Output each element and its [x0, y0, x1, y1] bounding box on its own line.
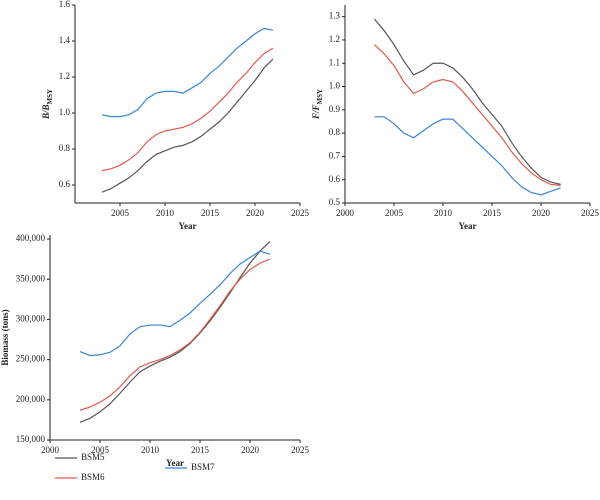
x-tick-label: 2000	[336, 208, 355, 218]
x-tick-label: 2015	[191, 445, 210, 455]
x-tick-label: 2010	[156, 208, 175, 218]
x-tick-label: 2020	[532, 208, 551, 218]
series-line	[79, 258, 271, 411]
y-axis-label: Biomass (tons)	[0, 309, 10, 365]
x-tick-label: 2015	[483, 208, 502, 218]
y-axis-label: F/FMSY	[311, 89, 324, 120]
x-axis-label: Year	[166, 458, 184, 468]
y-tick-label: 200,000	[16, 394, 46, 404]
x-tick-label: 2005	[385, 208, 404, 218]
series-line	[101, 58, 274, 193]
y-axis-label-main: F/F	[311, 105, 321, 121]
x-tick-label: 2010	[141, 445, 160, 455]
y-tick-label: 1.3	[329, 11, 341, 21]
x-tick-label: 2025	[581, 208, 600, 218]
y-axis-label-sub: MSY	[46, 89, 54, 105]
x-axis-label: Year	[459, 221, 477, 231]
legend-label: BSM7	[191, 462, 215, 472]
x-tick-label: 2025	[291, 445, 310, 455]
y-tick-label: 0.9	[329, 104, 341, 114]
y-tick-label: 1.0	[329, 81, 341, 91]
y-tick-label: 0.6	[59, 179, 71, 189]
y-tick-label: 400,000	[16, 233, 46, 243]
series-line	[373, 18, 561, 185]
series-line	[101, 27, 274, 118]
x-tick-label: 2005	[91, 445, 110, 455]
y-tick-label: 1.2	[59, 71, 70, 81]
legend-label: BSM5	[81, 452, 105, 462]
y-axis-label: B/BMSY	[41, 89, 54, 120]
x-tick-label: 2015	[201, 208, 220, 218]
y-tick-label: 0.8	[329, 127, 341, 137]
legend-label: BSM6	[81, 472, 105, 482]
y-axis-label-main: Biomass (tons)	[0, 309, 10, 365]
x-tick-label: 2020	[246, 208, 265, 218]
x-tick-label: 2000	[41, 445, 60, 455]
x-tick-label: 2005	[111, 208, 130, 218]
x-tick-label: 2025	[291, 208, 310, 218]
x-tick-label: 2010	[434, 208, 453, 218]
series-line	[374, 116, 561, 196]
y-tick-label: 1.0	[59, 107, 71, 117]
series-line	[101, 47, 274, 172]
y-tick-label: 0.5	[329, 197, 341, 207]
y-tick-label: 300,000	[16, 313, 46, 323]
y-axis-label-sub: MSY	[316, 89, 324, 105]
y-tick-label: 0.6	[329, 174, 341, 184]
series-line	[79, 240, 271, 423]
y-tick-label: 0.7	[329, 150, 341, 160]
y-tick-label: 1.6	[59, 0, 71, 9]
y-tick-label: 150,000	[16, 434, 46, 444]
y-tick-label: 1.4	[59, 35, 71, 45]
y-tick-label: 350,000	[16, 273, 46, 283]
x-axis-label: Year	[179, 221, 197, 231]
series-line	[373, 44, 561, 187]
x-tick-label: 2020	[241, 445, 260, 455]
y-axis-label-main: B/B	[41, 105, 51, 121]
y-tick-label: 0.8	[59, 143, 71, 153]
y-tick-label: 1.1	[329, 57, 340, 67]
series-line	[79, 250, 271, 357]
y-tick-label: 1.2	[329, 34, 340, 44]
y-tick-label: 250,000	[16, 354, 46, 364]
